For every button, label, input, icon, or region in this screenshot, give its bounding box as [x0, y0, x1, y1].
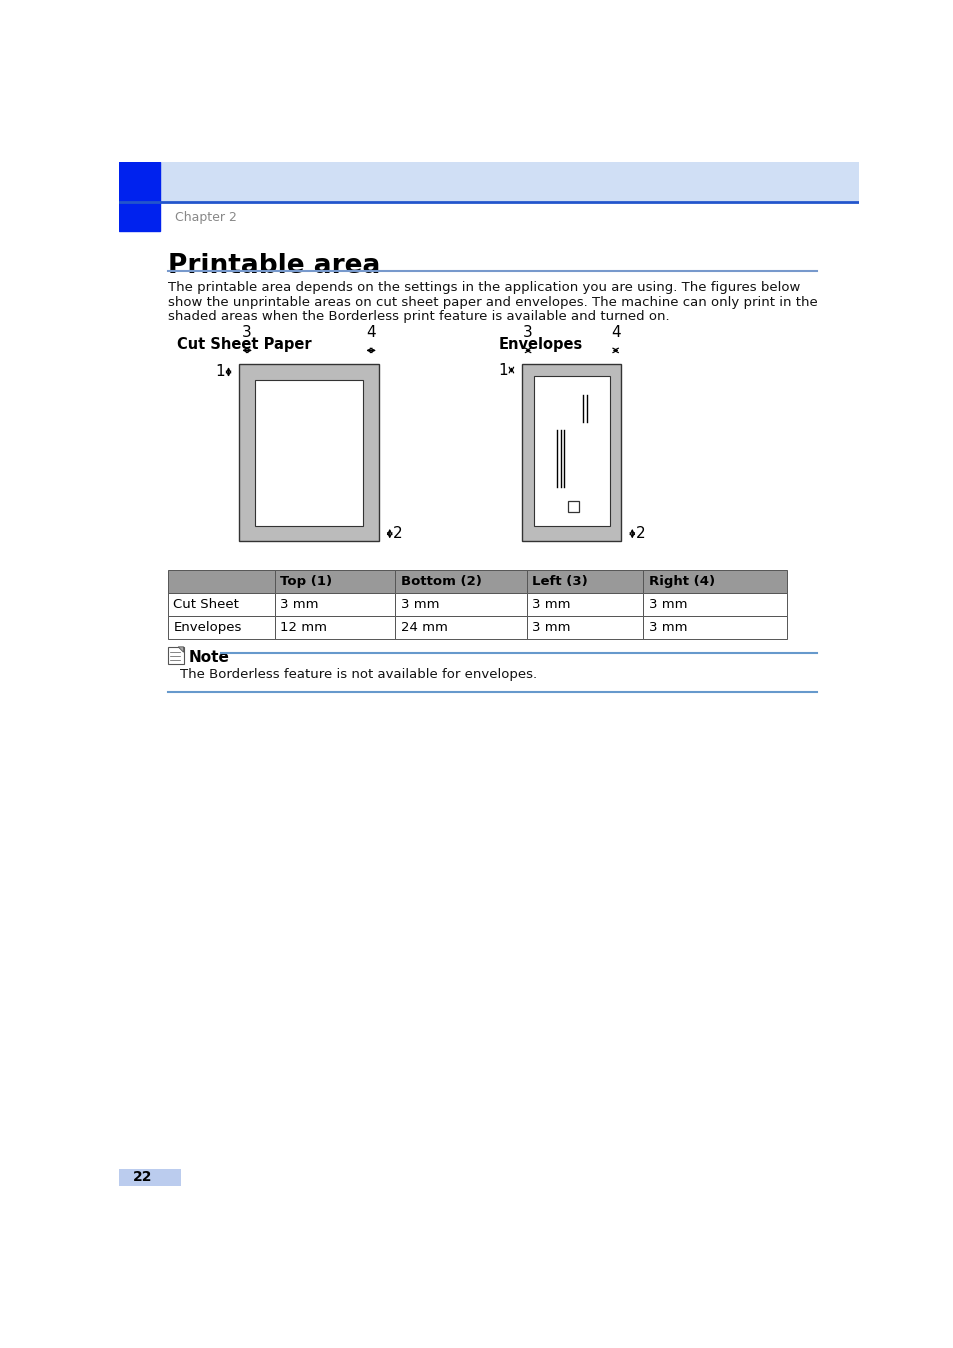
Bar: [239, 364, 378, 542]
Polygon shape: [178, 647, 183, 652]
Bar: [642, 593, 785, 616]
Text: 3: 3: [242, 325, 252, 340]
Bar: [119, 162, 858, 201]
Text: Chapter 2: Chapter 2: [174, 212, 236, 225]
Text: show the unprintable areas on cut sheet paper and envelopes. The machine can onl: show the unprintable areas on cut sheet …: [168, 295, 817, 309]
Bar: [168, 593, 274, 616]
Text: The printable area depends on the settings in the application you are using. The: The printable area depends on the settin…: [168, 282, 800, 294]
Text: 3 mm: 3 mm: [648, 599, 686, 611]
Bar: [534, 376, 609, 526]
Bar: [395, 616, 526, 639]
Text: 3 mm: 3 mm: [532, 599, 570, 611]
Text: Cut Sheet Paper: Cut Sheet Paper: [177, 337, 312, 352]
Text: shaded areas when the Borderless print feature is available and turned on.: shaded areas when the Borderless print f…: [168, 310, 669, 324]
Bar: [567, 501, 578, 512]
Bar: [526, 593, 642, 616]
Bar: [274, 616, 395, 639]
Text: 4: 4: [610, 325, 619, 340]
Bar: [526, 570, 642, 593]
Text: Bottom (2): Bottom (2): [400, 574, 481, 588]
Bar: [168, 616, 274, 639]
Bar: [274, 593, 395, 616]
Text: 24 mm: 24 mm: [400, 621, 447, 634]
Text: Envelopes: Envelopes: [173, 621, 242, 634]
Bar: [526, 616, 642, 639]
Bar: [521, 364, 620, 542]
Bar: [168, 647, 183, 663]
Bar: [254, 380, 363, 526]
Bar: [395, 570, 526, 593]
Text: 1: 1: [214, 364, 224, 380]
Text: 3 mm: 3 mm: [280, 599, 318, 611]
Text: Note: Note: [188, 650, 229, 665]
Text: Envelopes: Envelopes: [498, 337, 582, 352]
Text: 2: 2: [393, 526, 402, 541]
Text: Right (4): Right (4): [648, 574, 714, 588]
Text: 12 mm: 12 mm: [280, 621, 327, 634]
Text: The Borderless feature is not available for envelopes.: The Borderless feature is not available …: [179, 669, 537, 682]
Bar: [642, 616, 785, 639]
Bar: [395, 593, 526, 616]
Bar: [274, 570, 395, 593]
Bar: [168, 570, 274, 593]
Text: Printable area: Printable area: [168, 252, 380, 279]
Text: Cut Sheet: Cut Sheet: [173, 599, 239, 611]
Bar: [119, 162, 159, 231]
Text: 22: 22: [133, 1170, 152, 1185]
Text: 2: 2: [635, 526, 644, 541]
Text: 3: 3: [522, 325, 533, 340]
Text: Left (3): Left (3): [532, 574, 587, 588]
Text: 1: 1: [497, 363, 507, 377]
Text: 3 mm: 3 mm: [532, 621, 570, 634]
Text: Top (1): Top (1): [280, 574, 333, 588]
Text: 4: 4: [366, 325, 375, 340]
Text: 3 mm: 3 mm: [400, 599, 438, 611]
Bar: [119, 1169, 181, 1186]
Text: 3 mm: 3 mm: [648, 621, 686, 634]
Bar: [642, 570, 785, 593]
